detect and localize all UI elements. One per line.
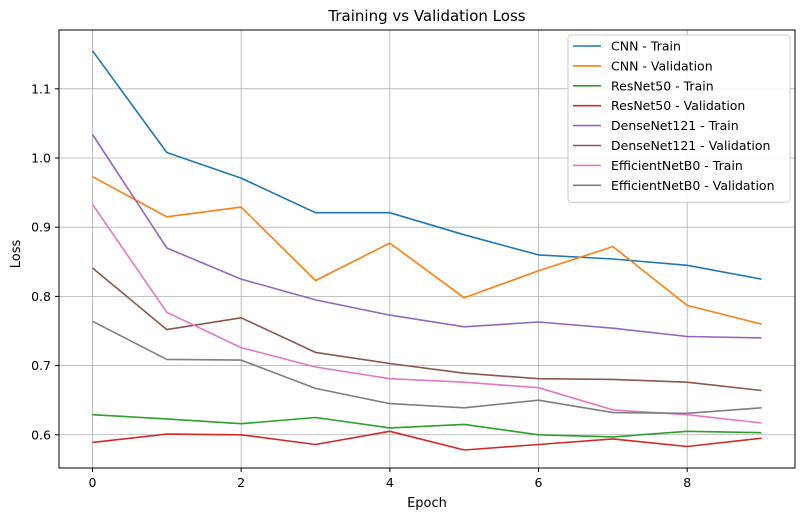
- x-tick-label: 8: [683, 475, 691, 490]
- y-tick-label: 0.7: [31, 358, 51, 373]
- series-line-4: [91, 134, 762, 339]
- legend-box: [567, 34, 791, 203]
- x-axis-title: Epoch: [407, 496, 447, 511]
- axis-ticks: 0 2 4 6 8 0.6 0.7 0.8 0.9 1.0 1.1: [31, 81, 691, 490]
- chart-title: Training vs Validation Loss: [327, 7, 525, 25]
- y-axis-title: Loss: [9, 240, 24, 269]
- y-tick-label: 0.6: [31, 427, 51, 442]
- series-lines: [91, 50, 762, 451]
- y-tick-label: 0.8: [31, 289, 51, 304]
- series-line-5: [91, 267, 762, 392]
- legend-label: DenseNet121 - Validation: [611, 138, 770, 153]
- series-line-1: [92, 175, 762, 325]
- series-line-7: [92, 320, 762, 415]
- series-line-0: [91, 50, 762, 280]
- legend-label: ResNet50 - Validation: [611, 98, 745, 113]
- legend-label: CNN - Validation: [611, 58, 713, 73]
- x-tick-label: 2: [237, 475, 245, 490]
- legend: CNN - Train CNN - Validation ResNet50 - Tr…: [567, 34, 791, 203]
- legend-label: DenseNet121 - Train: [611, 118, 739, 133]
- legend-label: ResNet50 - Train: [611, 78, 714, 93]
- y-tick-label: 1.0: [31, 151, 51, 166]
- plot-frame: [58, 29, 796, 469]
- x-tick-label: 4: [386, 475, 394, 490]
- x-tick-label: 0: [88, 475, 96, 490]
- y-tick-label: 1.1: [31, 81, 51, 96]
- x-tick-label: 6: [535, 475, 543, 490]
- series-line-3: [92, 430, 762, 451]
- legend-label: EfficientNetB0 - Train: [611, 158, 743, 173]
- legend-label: EfficientNetB0 - Validation: [611, 178, 775, 193]
- legend-label: CNN - Train: [611, 39, 681, 54]
- y-tick-label: 0.9: [31, 220, 51, 235]
- series-line-2: [92, 413, 762, 438]
